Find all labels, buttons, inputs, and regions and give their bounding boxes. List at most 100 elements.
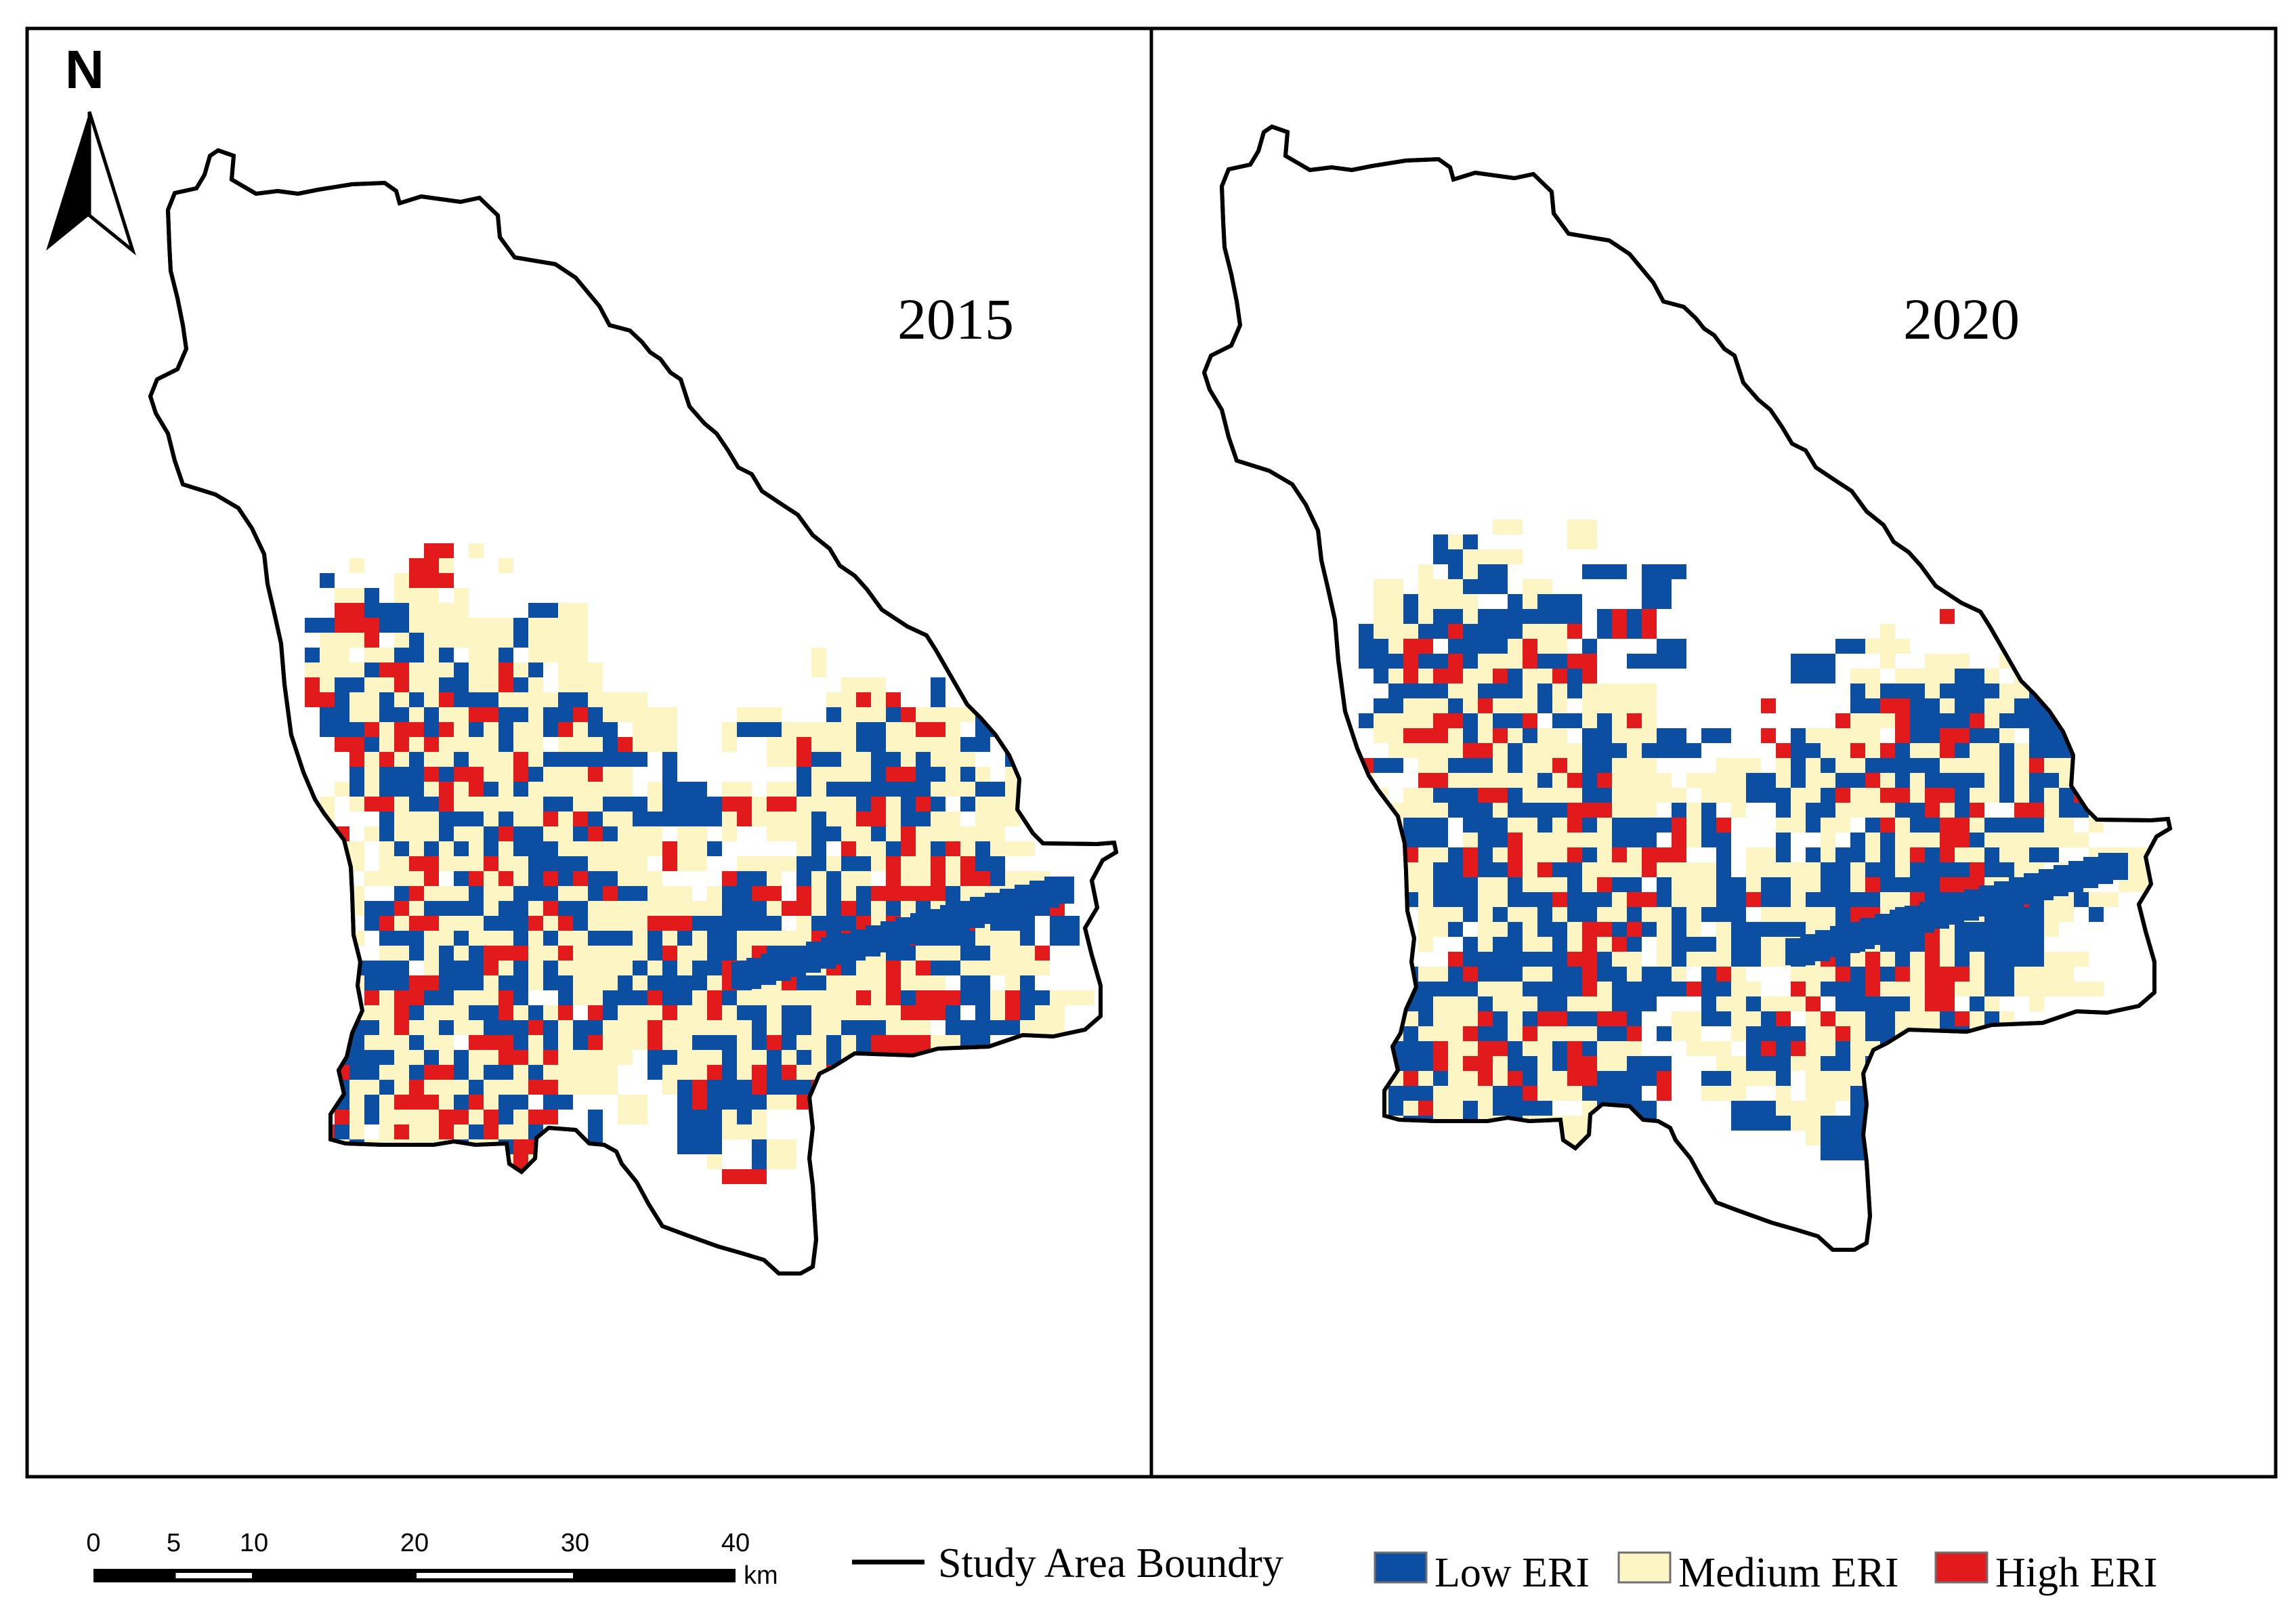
eri-patch	[916, 812, 931, 826]
eri-patch	[1463, 743, 1478, 758]
eri-patch	[647, 707, 677, 737]
eri-patch	[1508, 1041, 1523, 1071]
eri-patch	[1523, 624, 1537, 639]
eri-patch	[1552, 1145, 1567, 1160]
eri-patch	[1523, 713, 1537, 728]
eri-patch	[1910, 1101, 1925, 1131]
eri-patch	[647, 961, 662, 975]
eri-patch	[1448, 564, 1463, 579]
eri-patch	[320, 1184, 349, 1214]
eri-patch	[1493, 1160, 1508, 1190]
eri-patch	[1448, 1056, 1463, 1071]
eri-patch	[409, 1244, 454, 1273]
eri-patch	[901, 1035, 916, 1065]
eri-patch	[320, 990, 335, 1020]
eri-patch	[439, 1020, 454, 1035]
eri-patch	[603, 812, 618, 826]
eri-patch	[379, 1214, 394, 1229]
eri-patch	[752, 1065, 767, 1095]
eri-patch	[1984, 1026, 2014, 1056]
eri-patch	[886, 1080, 916, 1095]
north-label: N	[65, 39, 104, 100]
eri-patch	[1463, 713, 1478, 743]
eri-patch	[722, 722, 737, 752]
eri-patch	[409, 1184, 454, 1214]
eri-patch	[1537, 847, 1552, 862]
eri-patch	[588, 1065, 618, 1095]
eri-patch	[1523, 1131, 1552, 1145]
eri-patch	[618, 1095, 647, 1124]
eri-patch	[603, 990, 618, 1005]
eri-patch	[1552, 1190, 1597, 1220]
eri-patch	[1537, 594, 1582, 609]
eri-patch	[1627, 862, 1642, 877]
eri-patch	[1627, 728, 1642, 758]
eri-patch	[558, 990, 573, 1005]
eri-patch	[454, 886, 469, 901]
scale-bar-segment	[254, 1569, 414, 1582]
eri-patch	[707, 946, 722, 961]
eri-patch	[603, 931, 633, 946]
scale-bar: 0 5 10 20 30 40 km	[86, 1529, 778, 1590]
eri-patch	[1403, 1220, 1433, 1235]
eri-patch	[618, 1035, 633, 1065]
eri-patch	[1388, 1175, 1418, 1190]
eri-patch	[811, 841, 826, 856]
eri-patch	[1850, 1041, 1865, 1071]
eri-patch	[1020, 752, 1050, 767]
eri-patch	[1433, 1131, 1463, 1160]
eri-patch	[767, 752, 796, 767]
eri-patch	[1597, 982, 1612, 996]
eri-patch	[1359, 996, 1388, 1026]
eri-patch	[1672, 818, 1686, 833]
eri-patch	[349, 752, 364, 767]
eri-patch	[1418, 1205, 1448, 1235]
eri-patch	[1597, 773, 1612, 788]
eri-patch	[618, 737, 633, 752]
eri-patch	[1433, 1160, 1448, 1175]
eri-patch	[558, 812, 573, 826]
eri-patch	[424, 961, 439, 975]
scale-bar-tick-label: 0	[86, 1529, 100, 1557]
eri-patch	[364, 1244, 379, 1259]
eri-patch	[543, 975, 558, 990]
eri-patch	[588, 961, 603, 990]
eri-patch	[379, 990, 394, 1005]
eri-patch	[1642, 818, 1672, 833]
eri-patch	[349, 1035, 364, 1065]
eri-patch	[945, 961, 960, 975]
eri-patch	[335, 1169, 349, 1184]
eri-patch	[469, 648, 498, 662]
eri-patch	[1955, 1041, 1970, 1071]
eri-patch	[2029, 996, 2044, 1011]
eri-patch	[1493, 982, 1523, 996]
eri-patch	[1835, 639, 1865, 654]
eri-patch	[1418, 683, 1433, 698]
eri-patch	[2059, 758, 2104, 773]
eri-patch	[782, 931, 796, 946]
eri-patch	[1642, 788, 1686, 803]
eri-patch	[931, 797, 945, 812]
north-arrow: N	[46, 39, 136, 256]
scale-bar-segment-gap	[417, 1573, 573, 1578]
eri-patch	[1627, 713, 1642, 728]
eri-patch	[722, 1169, 767, 1184]
eri-patch	[528, 707, 543, 737]
eri-patch	[1880, 996, 1895, 1026]
eri-patch	[1448, 788, 1463, 818]
eri-patch	[1612, 1175, 1627, 1205]
eri-patch	[1418, 937, 1433, 952]
eri-patch	[1582, 892, 1597, 907]
eri-patch	[394, 1244, 439, 1259]
eri-patch	[1821, 982, 1835, 996]
eri-patch	[513, 916, 528, 931]
eri-patch	[2029, 847, 2059, 862]
eri-patch	[603, 752, 647, 767]
eri-patch	[1657, 952, 1672, 967]
eri-patch	[1850, 669, 1880, 683]
eri-patch	[1672, 803, 1686, 818]
legend-boundary-label: Study Area Boundry	[938, 1540, 1283, 1586]
eri-patch	[1523, 698, 1537, 713]
eri-patch	[335, 961, 349, 990]
eri-patch	[1642, 1101, 1657, 1131]
